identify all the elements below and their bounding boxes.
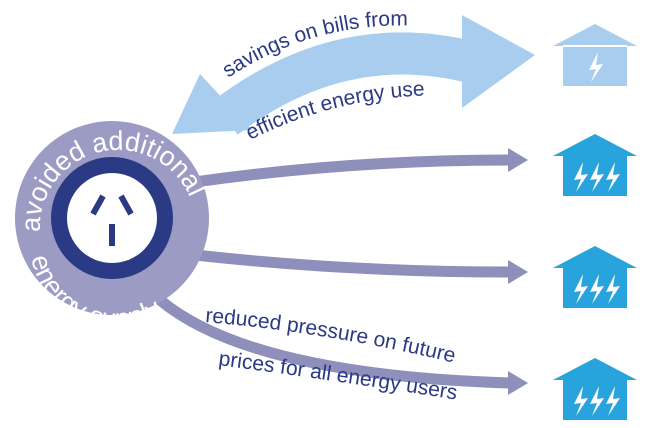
supply-arrows xyxy=(156,154,511,389)
houses xyxy=(553,134,637,420)
arrowheads xyxy=(508,148,528,395)
outlet-face xyxy=(67,173,157,263)
savings-band xyxy=(212,32,476,135)
arrowhead xyxy=(172,74,252,134)
house-light xyxy=(553,24,637,86)
outlet-icon xyxy=(90,194,134,246)
pressure-label: reduced pressure on future xyxy=(205,304,458,367)
arrowhead xyxy=(462,15,535,108)
